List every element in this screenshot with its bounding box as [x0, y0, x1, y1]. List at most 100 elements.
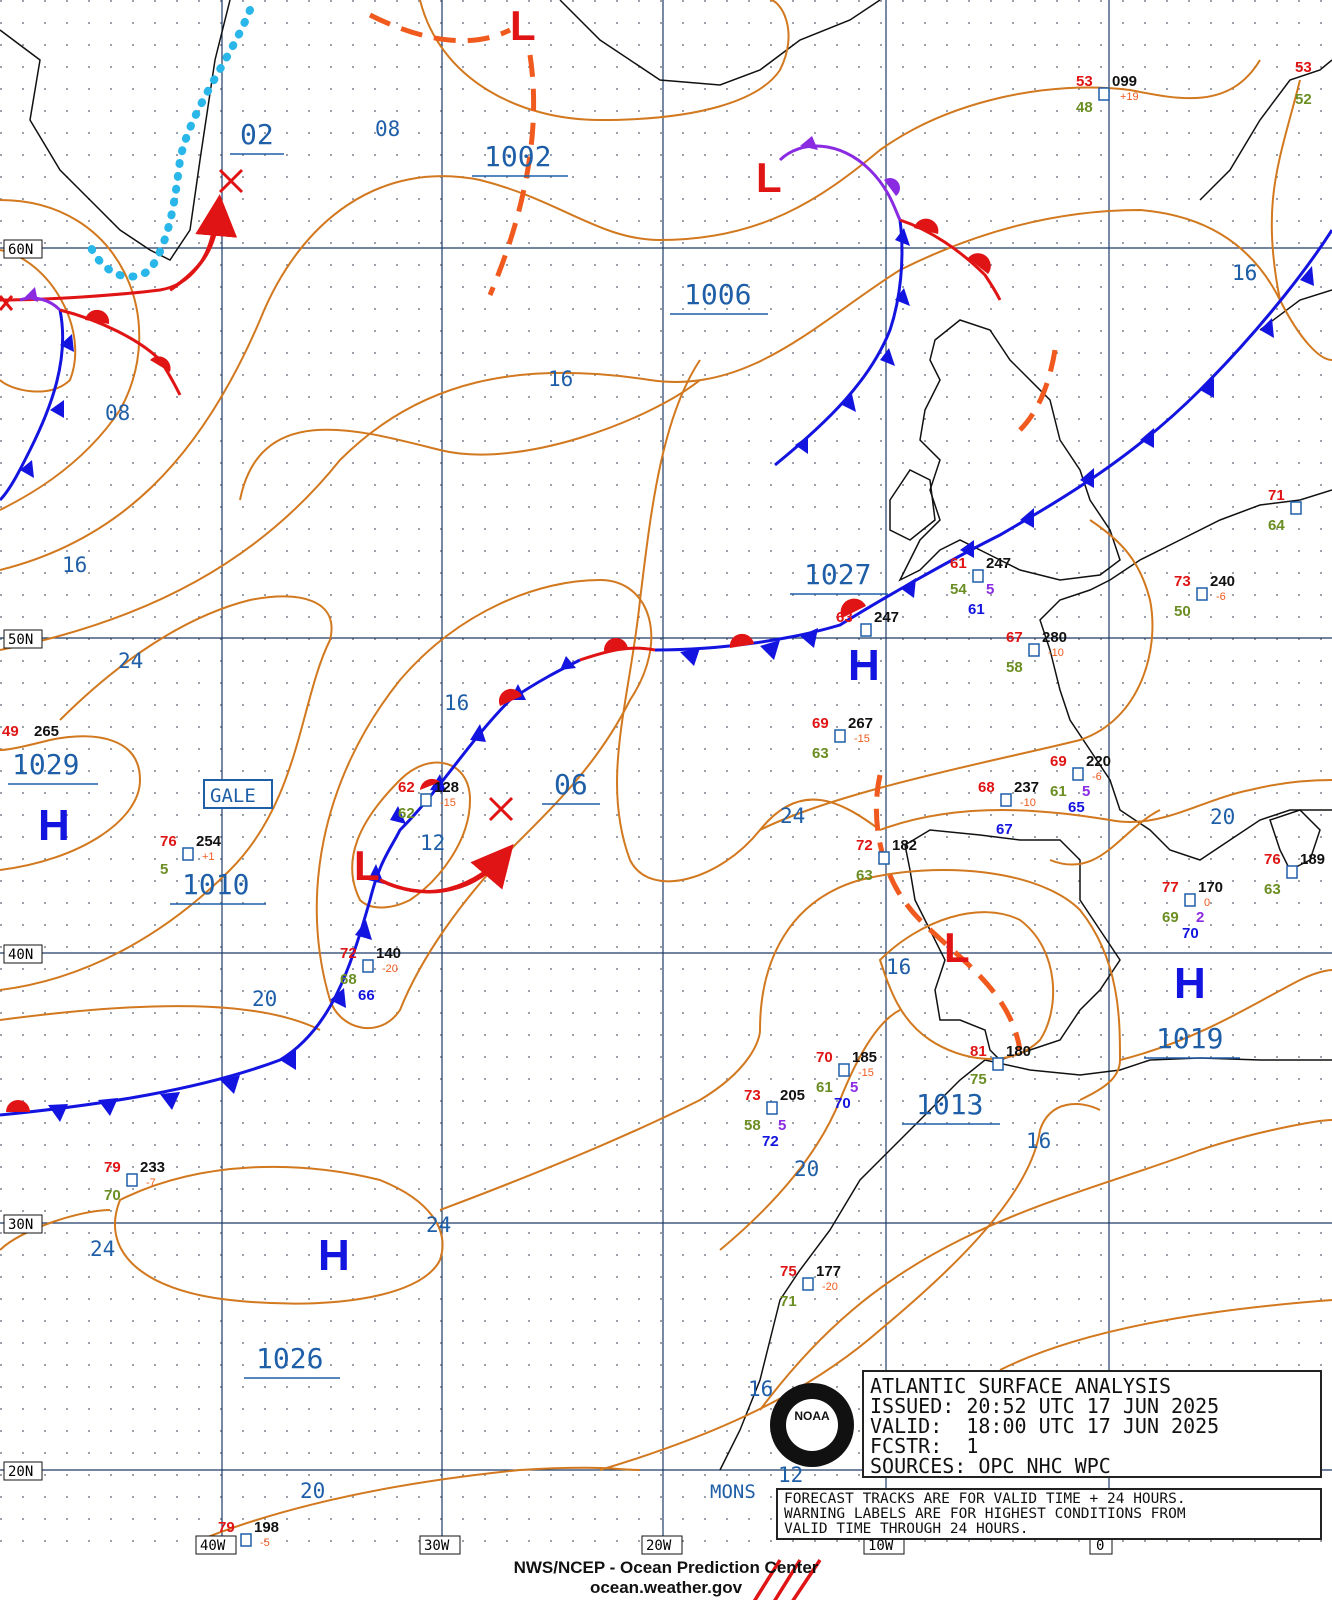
footer-org: NWS/NCEP - Ocean Prediction Center — [513, 1558, 819, 1577]
svg-text:H: H — [1174, 959, 1206, 1008]
svg-text:2: 2 — [1196, 909, 1204, 926]
svg-text:-7: -7 — [146, 1177, 156, 1189]
svg-text:-20: -20 — [382, 963, 398, 975]
svg-text:58: 58 — [744, 1117, 761, 1134]
note-line-2: WARNING LABELS ARE FOR HIGHEST CONDITION… — [784, 1506, 1186, 1522]
station-plot: 79 233 70 -7 — [104, 1159, 165, 1204]
svg-text:-20: -20 — [822, 1281, 838, 1293]
svg-text:-15: -15 — [858, 1067, 874, 1079]
station-plot: 72 182 63 — [856, 837, 917, 884]
svg-text:20N: 20N — [8, 1464, 33, 1480]
svg-text:20: 20 — [1210, 805, 1235, 829]
warning-labels: GALE MONS — [203, 779, 756, 1503]
isobars — [0, 0, 1332, 1541]
svg-text:63: 63 — [856, 867, 873, 884]
issued-time: ISSUED: 20:52 UTC 17 JUN 2025 — [870, 1394, 1220, 1418]
svg-text:24: 24 — [118, 649, 143, 673]
svg-text:08: 08 — [105, 401, 130, 425]
svg-text:247: 247 — [874, 609, 899, 626]
svg-text:53: 53 — [1076, 73, 1093, 90]
svg-text:49: 49 — [2, 723, 19, 740]
svg-text:72: 72 — [762, 1133, 779, 1150]
svg-text:233: 233 — [140, 1159, 165, 1176]
svg-text:205: 205 — [780, 1087, 805, 1104]
svg-text:240: 240 — [1210, 573, 1235, 590]
warm-front-bumps — [6, 218, 991, 1112]
svg-text:61: 61 — [816, 1079, 833, 1096]
svg-text:-10: -10 — [1048, 647, 1064, 659]
svg-text:77: 77 — [1162, 879, 1179, 896]
svg-text:70: 70 — [1182, 925, 1199, 942]
svg-text:5: 5 — [986, 581, 994, 598]
noaa-logo-inner: NOAA — [786, 1399, 838, 1451]
svg-text:1027: 1027 — [804, 558, 871, 591]
station-plot: 69 220 61 5 65 -6 — [1050, 753, 1111, 816]
station-plot: 63 247 — [836, 609, 899, 637]
svg-text:67: 67 — [996, 821, 1013, 838]
svg-text:08: 08 — [375, 117, 400, 141]
station-plot: 68 237 67 -10 — [978, 779, 1039, 838]
svg-text:267: 267 — [848, 715, 873, 732]
svg-text:-6: -6 — [1216, 591, 1226, 603]
svg-text:40N: 40N — [8, 947, 33, 963]
sources: SOURCES: OPC NHC WPC — [870, 1454, 1111, 1478]
svg-text:69: 69 — [1050, 753, 1067, 770]
svg-text:79: 79 — [218, 1519, 235, 1536]
svg-text:H: H — [848, 641, 880, 690]
svg-text:16: 16 — [1232, 261, 1257, 285]
svg-text:1026: 1026 — [256, 1342, 323, 1375]
station-plot: 70 185 61 5 70 -15 — [816, 1049, 877, 1112]
svg-text:198: 198 — [254, 1519, 279, 1536]
svg-text:65: 65 — [1068, 799, 1085, 816]
svg-text:73: 73 — [744, 1087, 761, 1104]
svg-text:61: 61 — [950, 555, 967, 572]
svg-text:06: 06 — [554, 768, 588, 801]
occluded-fronts — [19, 144, 902, 312]
svg-text:1019: 1019 — [1156, 1022, 1223, 1055]
svg-text:76: 76 — [1264, 851, 1281, 868]
svg-text:73: 73 — [1174, 573, 1191, 590]
svg-text:1029: 1029 — [12, 748, 79, 781]
troughs — [368, 12, 1058, 1051]
svg-text:54: 54 — [950, 581, 967, 598]
svg-text:69: 69 — [1162, 909, 1179, 926]
svg-text:-10: -10 — [1020, 797, 1036, 809]
svg-text:280: 280 — [1042, 629, 1067, 646]
note-line-1: FORECAST TRACKS ARE FOR VALID TIME + 24 … — [784, 1491, 1186, 1507]
svg-text:1013: 1013 — [916, 1088, 983, 1121]
occluded-symbols — [25, 136, 900, 302]
svg-text:70: 70 — [816, 1049, 833, 1066]
svg-text:189: 189 — [1300, 851, 1325, 868]
svg-text:180: 180 — [1006, 1043, 1031, 1060]
svg-text:0: 0 — [1204, 897, 1210, 909]
svg-text:24: 24 — [780, 804, 805, 828]
svg-text:12: 12 — [420, 831, 445, 855]
station-plot: 79 198 -5 — [218, 1519, 279, 1549]
svg-text:0: 0 — [1096, 1538, 1104, 1554]
svg-text:58: 58 — [1006, 659, 1023, 676]
svg-text:70: 70 — [104, 1187, 121, 1204]
station-plot: 67 280 58 -10 — [1006, 629, 1067, 676]
notes-box: FORECAST TRACKS ARE FOR VALID TIME + 24 … — [776, 1488, 1322, 1540]
svg-text:50N: 50N — [8, 632, 33, 648]
svg-text:72: 72 — [856, 837, 873, 854]
svg-text:140: 140 — [376, 945, 401, 962]
station-plot: 81 180 75 — [970, 1043, 1031, 1088]
svg-text:40W: 40W — [200, 1538, 226, 1554]
ice-edge — [86, 6, 254, 281]
svg-text:50: 50 — [1174, 603, 1191, 620]
cold-front-barbs — [20, 228, 1314, 1122]
svg-text:62: 62 — [398, 779, 415, 796]
svg-text:-15: -15 — [440, 797, 456, 809]
svg-text:16: 16 — [886, 955, 911, 979]
svg-text:L: L — [510, 2, 536, 49]
svg-text:61: 61 — [1050, 783, 1067, 800]
station-plot: 61 247 54 5 61 — [950, 555, 1011, 618]
station-plot: 72 140 68 66 -20 — [340, 945, 401, 1004]
footer-url: ocean.weather.gov — [589, 1578, 743, 1597]
svg-text:1010: 1010 — [182, 868, 249, 901]
pressure-centers: H 1029 H 1026 H 1027 H 1019 1010 1002 10… — [8, 118, 1240, 1379]
station-plot: 62 128 62 -15 — [398, 779, 459, 822]
svg-text:237: 237 — [1014, 779, 1039, 796]
